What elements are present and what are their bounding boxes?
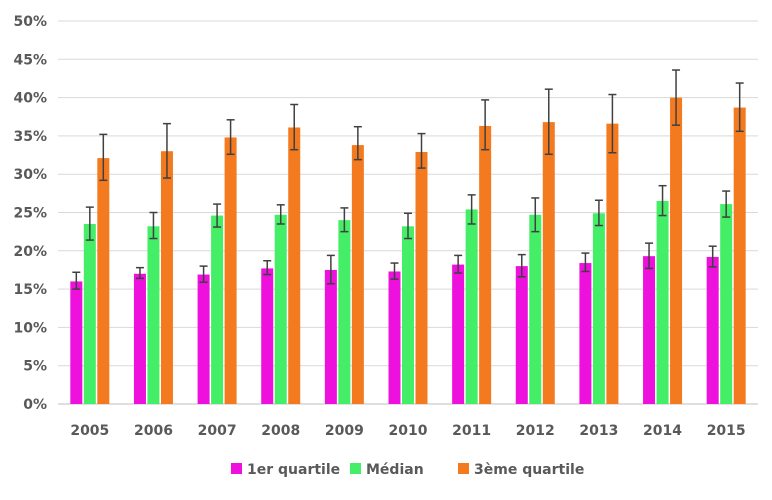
legend-label: 3ème quartile — [474, 462, 584, 478]
x-tick-label: 2006 — [134, 423, 173, 439]
bar — [211, 215, 224, 404]
y-tick-label: 15% — [13, 282, 47, 298]
bar — [606, 123, 619, 405]
y-tick-label: 30% — [13, 167, 47, 183]
bar — [197, 274, 210, 404]
x-tick-label: 2010 — [389, 423, 428, 439]
bars — [70, 97, 746, 405]
legend-swatch — [350, 463, 361, 474]
bar — [147, 226, 160, 404]
legend-swatch — [231, 463, 242, 474]
bar — [388, 271, 401, 404]
bar — [706, 256, 719, 404]
y-tick-label: 25% — [13, 206, 47, 222]
bar — [643, 256, 656, 404]
bar — [733, 107, 746, 405]
bar — [288, 127, 301, 404]
bar — [579, 263, 592, 404]
bar — [83, 223, 96, 404]
y-tick-label: 5% — [23, 359, 47, 375]
y-tick-label: 10% — [13, 320, 47, 336]
legend-label: 1er quartile — [247, 462, 340, 478]
bar — [656, 201, 669, 404]
bar — [224, 137, 237, 404]
bar — [133, 273, 146, 404]
bar — [402, 226, 414, 404]
x-tick-label: 2012 — [516, 423, 555, 439]
bar — [338, 220, 351, 404]
legend-swatch — [458, 463, 469, 474]
x-tick-label: 2008 — [261, 423, 300, 439]
x-tick-label: 2015 — [707, 423, 746, 439]
bar — [274, 214, 287, 404]
y-tick-label: 45% — [13, 52, 47, 68]
legend: 1er quartile Médian 3ème quartile — [231, 462, 584, 478]
x-axis-tick-labels: 2005 2006 2007 2008 2009 2010 2011 2012 2013 2014… — [70, 423, 745, 439]
x-tick-label: 2005 — [70, 423, 109, 439]
bar — [97, 158, 110, 404]
bar — [542, 122, 555, 404]
bar — [70, 281, 83, 404]
y-tick-label: 40% — [13, 91, 47, 107]
bar — [529, 214, 542, 404]
x-tick-label: 2014 — [643, 423, 682, 439]
x-tick-label: 2013 — [579, 423, 618, 439]
bar — [670, 97, 683, 404]
bar — [415, 151, 428, 404]
y-tick-label: 50% — [13, 14, 47, 30]
bar — [351, 145, 364, 405]
bar — [261, 268, 274, 404]
y-tick-label: 0% — [23, 397, 47, 413]
bar — [720, 204, 733, 404]
y-tick-label: 20% — [13, 244, 47, 260]
x-tick-label: 2009 — [325, 423, 364, 439]
bar — [479, 125, 492, 404]
bar — [324, 269, 337, 404]
y-axis-tick-labels: 0% 5% 10% 15% 20% 25% 30% 35% 40% 45% 50% — [13, 14, 47, 413]
bar — [452, 264, 465, 404]
x-tick-label: 2011 — [452, 423, 491, 439]
error-bars — [72, 69, 744, 290]
bar — [465, 209, 478, 404]
bar — [592, 213, 605, 404]
x-tick-label: 2007 — [198, 423, 237, 439]
bar — [160, 151, 173, 404]
bar — [515, 266, 528, 404]
y-tick-label: 35% — [13, 129, 47, 145]
legend-label: Médian — [366, 462, 424, 478]
